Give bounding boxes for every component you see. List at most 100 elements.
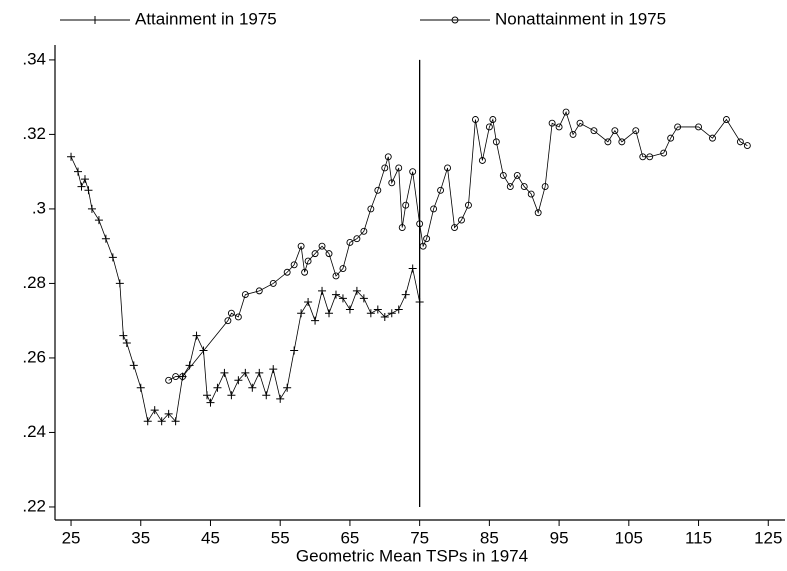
data-point <box>395 164 403 172</box>
data-point <box>381 164 389 172</box>
data-point <box>94 216 103 225</box>
data-point <box>248 383 257 392</box>
legend-label: Attainment in 1975 <box>135 9 277 28</box>
data-point <box>179 373 187 381</box>
data-point <box>325 309 334 318</box>
y-tick-label: .22 <box>22 496 46 515</box>
data-point <box>366 309 375 318</box>
data-point <box>311 316 320 325</box>
data-point <box>398 224 406 231</box>
data-point <box>451 224 458 231</box>
data-point <box>667 134 675 142</box>
data-point <box>77 182 86 191</box>
data-point <box>419 242 427 250</box>
data-point <box>241 291 249 299</box>
data-point <box>548 119 556 127</box>
data-point <box>87 204 96 213</box>
data-point <box>283 383 292 392</box>
data-point <box>604 138 612 146</box>
data-point <box>345 305 354 314</box>
data-point <box>164 409 173 418</box>
data-point <box>506 183 514 191</box>
data-point <box>318 242 326 250</box>
data-point <box>311 250 319 258</box>
data-point <box>255 368 264 377</box>
data-point <box>555 123 563 131</box>
data-point <box>234 376 243 385</box>
data-point <box>80 175 89 184</box>
data-point <box>416 220 424 228</box>
data-point <box>437 186 445 194</box>
data-point <box>367 205 375 213</box>
y-tick-label: .34 <box>22 49 46 68</box>
data-point <box>660 149 668 157</box>
x-tick-label: 125 <box>754 528 782 547</box>
data-point <box>206 398 215 407</box>
x-tick-label: 105 <box>615 528 643 547</box>
data-point <box>409 168 417 176</box>
data-point <box>471 116 479 123</box>
data-point <box>408 264 417 273</box>
data-point <box>227 309 235 317</box>
data-point <box>394 305 403 314</box>
x-tick-label: 25 <box>62 528 81 547</box>
data-point <box>171 417 180 426</box>
data-point <box>332 272 340 280</box>
data-point <box>304 298 313 307</box>
x-tick-label: 95 <box>550 528 569 547</box>
x-tick-label: 35 <box>131 528 150 547</box>
data-point <box>108 253 117 262</box>
data-point <box>646 153 654 161</box>
x-tick-label: 85 <box>480 528 499 547</box>
x-tick-label: 55 <box>271 528 290 547</box>
data-point <box>374 186 382 194</box>
data-point <box>541 183 549 191</box>
data-point <box>709 134 716 142</box>
data-point <box>234 313 242 321</box>
data-point <box>202 391 211 400</box>
data-point <box>499 171 507 179</box>
data-point <box>220 368 229 377</box>
data-point <box>569 130 577 138</box>
data-point <box>67 152 76 161</box>
data-point <box>339 265 347 272</box>
data-point <box>485 123 493 131</box>
data-point <box>639 153 647 161</box>
data-point <box>534 209 542 217</box>
data-point <box>380 312 389 321</box>
series-line <box>168 110 748 381</box>
data-point <box>136 383 145 392</box>
x-tick-label: 115 <box>685 528 712 547</box>
data-point <box>674 123 682 131</box>
data-point <box>520 183 528 191</box>
data-point <box>297 309 306 318</box>
data-point <box>590 127 598 135</box>
data-point <box>387 309 396 318</box>
data-point <box>346 239 354 246</box>
data-point <box>192 331 201 340</box>
data-point <box>325 250 333 258</box>
x-tick-label: 65 <box>340 528 359 547</box>
data-point <box>165 376 173 384</box>
series-line <box>70 156 421 423</box>
data-point <box>301 268 309 276</box>
x-axis-label: Geometric Mean TSPs in 1974 <box>296 546 528 565</box>
data-point <box>401 290 410 299</box>
data-point <box>611 127 619 135</box>
data-point <box>527 190 535 198</box>
data-point <box>373 305 382 314</box>
data-point <box>513 171 521 179</box>
legend-marker <box>451 16 459 24</box>
data-point <box>224 317 232 325</box>
legend-label: Nonattainment in 1975 <box>495 9 666 28</box>
data-point <box>129 361 138 370</box>
data-point <box>227 391 236 400</box>
y-tick-label: .32 <box>22 124 46 143</box>
data-point <box>465 201 472 209</box>
data-point <box>101 234 110 243</box>
y-tick-label: .24 <box>22 422 46 441</box>
data-point <box>290 346 299 355</box>
data-point <box>423 235 431 243</box>
